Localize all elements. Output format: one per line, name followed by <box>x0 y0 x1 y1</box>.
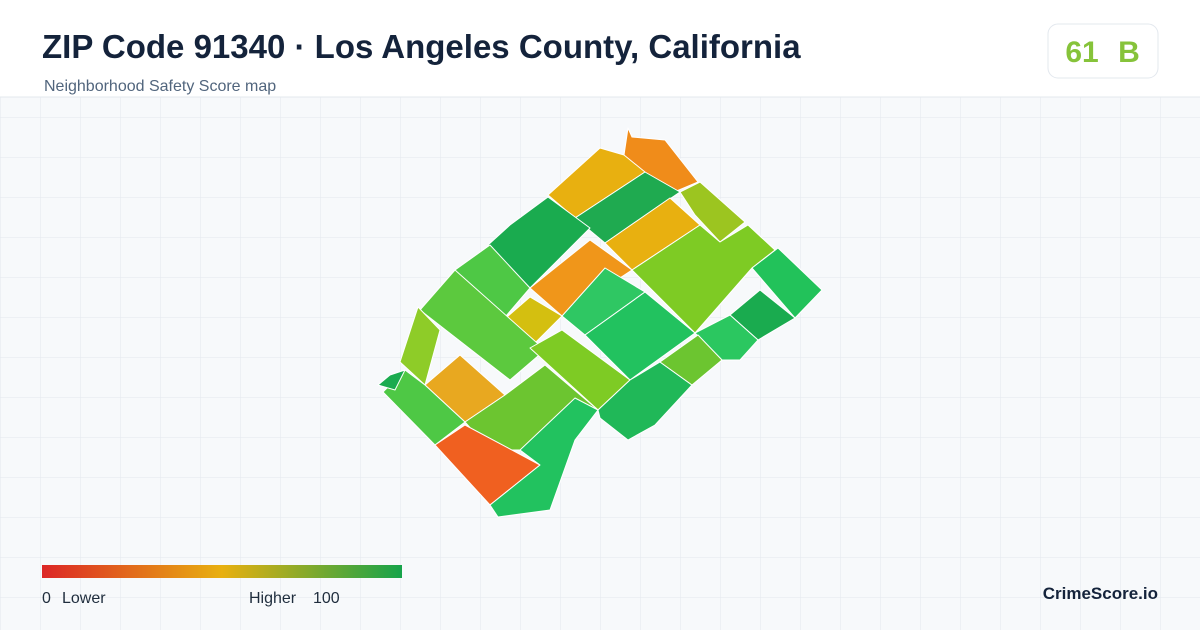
header-bg <box>0 0 1200 97</box>
score-badge <box>1047 23 1159 79</box>
tract <box>597 361 693 441</box>
legend-max: 100 <box>313 590 340 607</box>
title: ZIP Code 91340 · Los Angeles County, Cal… <box>42 28 801 65</box>
grade: B <box>1118 36 1140 69</box>
legend-max-label: Higher <box>249 590 297 607</box>
tract <box>584 291 696 381</box>
tract <box>631 224 776 334</box>
subtitle: Neighborhood Safety Score map <box>44 78 276 95</box>
tract <box>377 369 406 391</box>
tract <box>751 247 823 319</box>
tract <box>679 181 746 243</box>
brand: CrimeScore.io <box>1043 584 1158 603</box>
tract <box>659 334 723 386</box>
legend-min: 0 <box>42 590 51 607</box>
tract <box>529 239 633 317</box>
legend-min-label: Lower <box>62 590 106 607</box>
legend-bar <box>42 565 402 578</box>
zip-map <box>377 127 823 518</box>
tract <box>399 306 441 386</box>
score: 61 <box>1065 36 1098 69</box>
